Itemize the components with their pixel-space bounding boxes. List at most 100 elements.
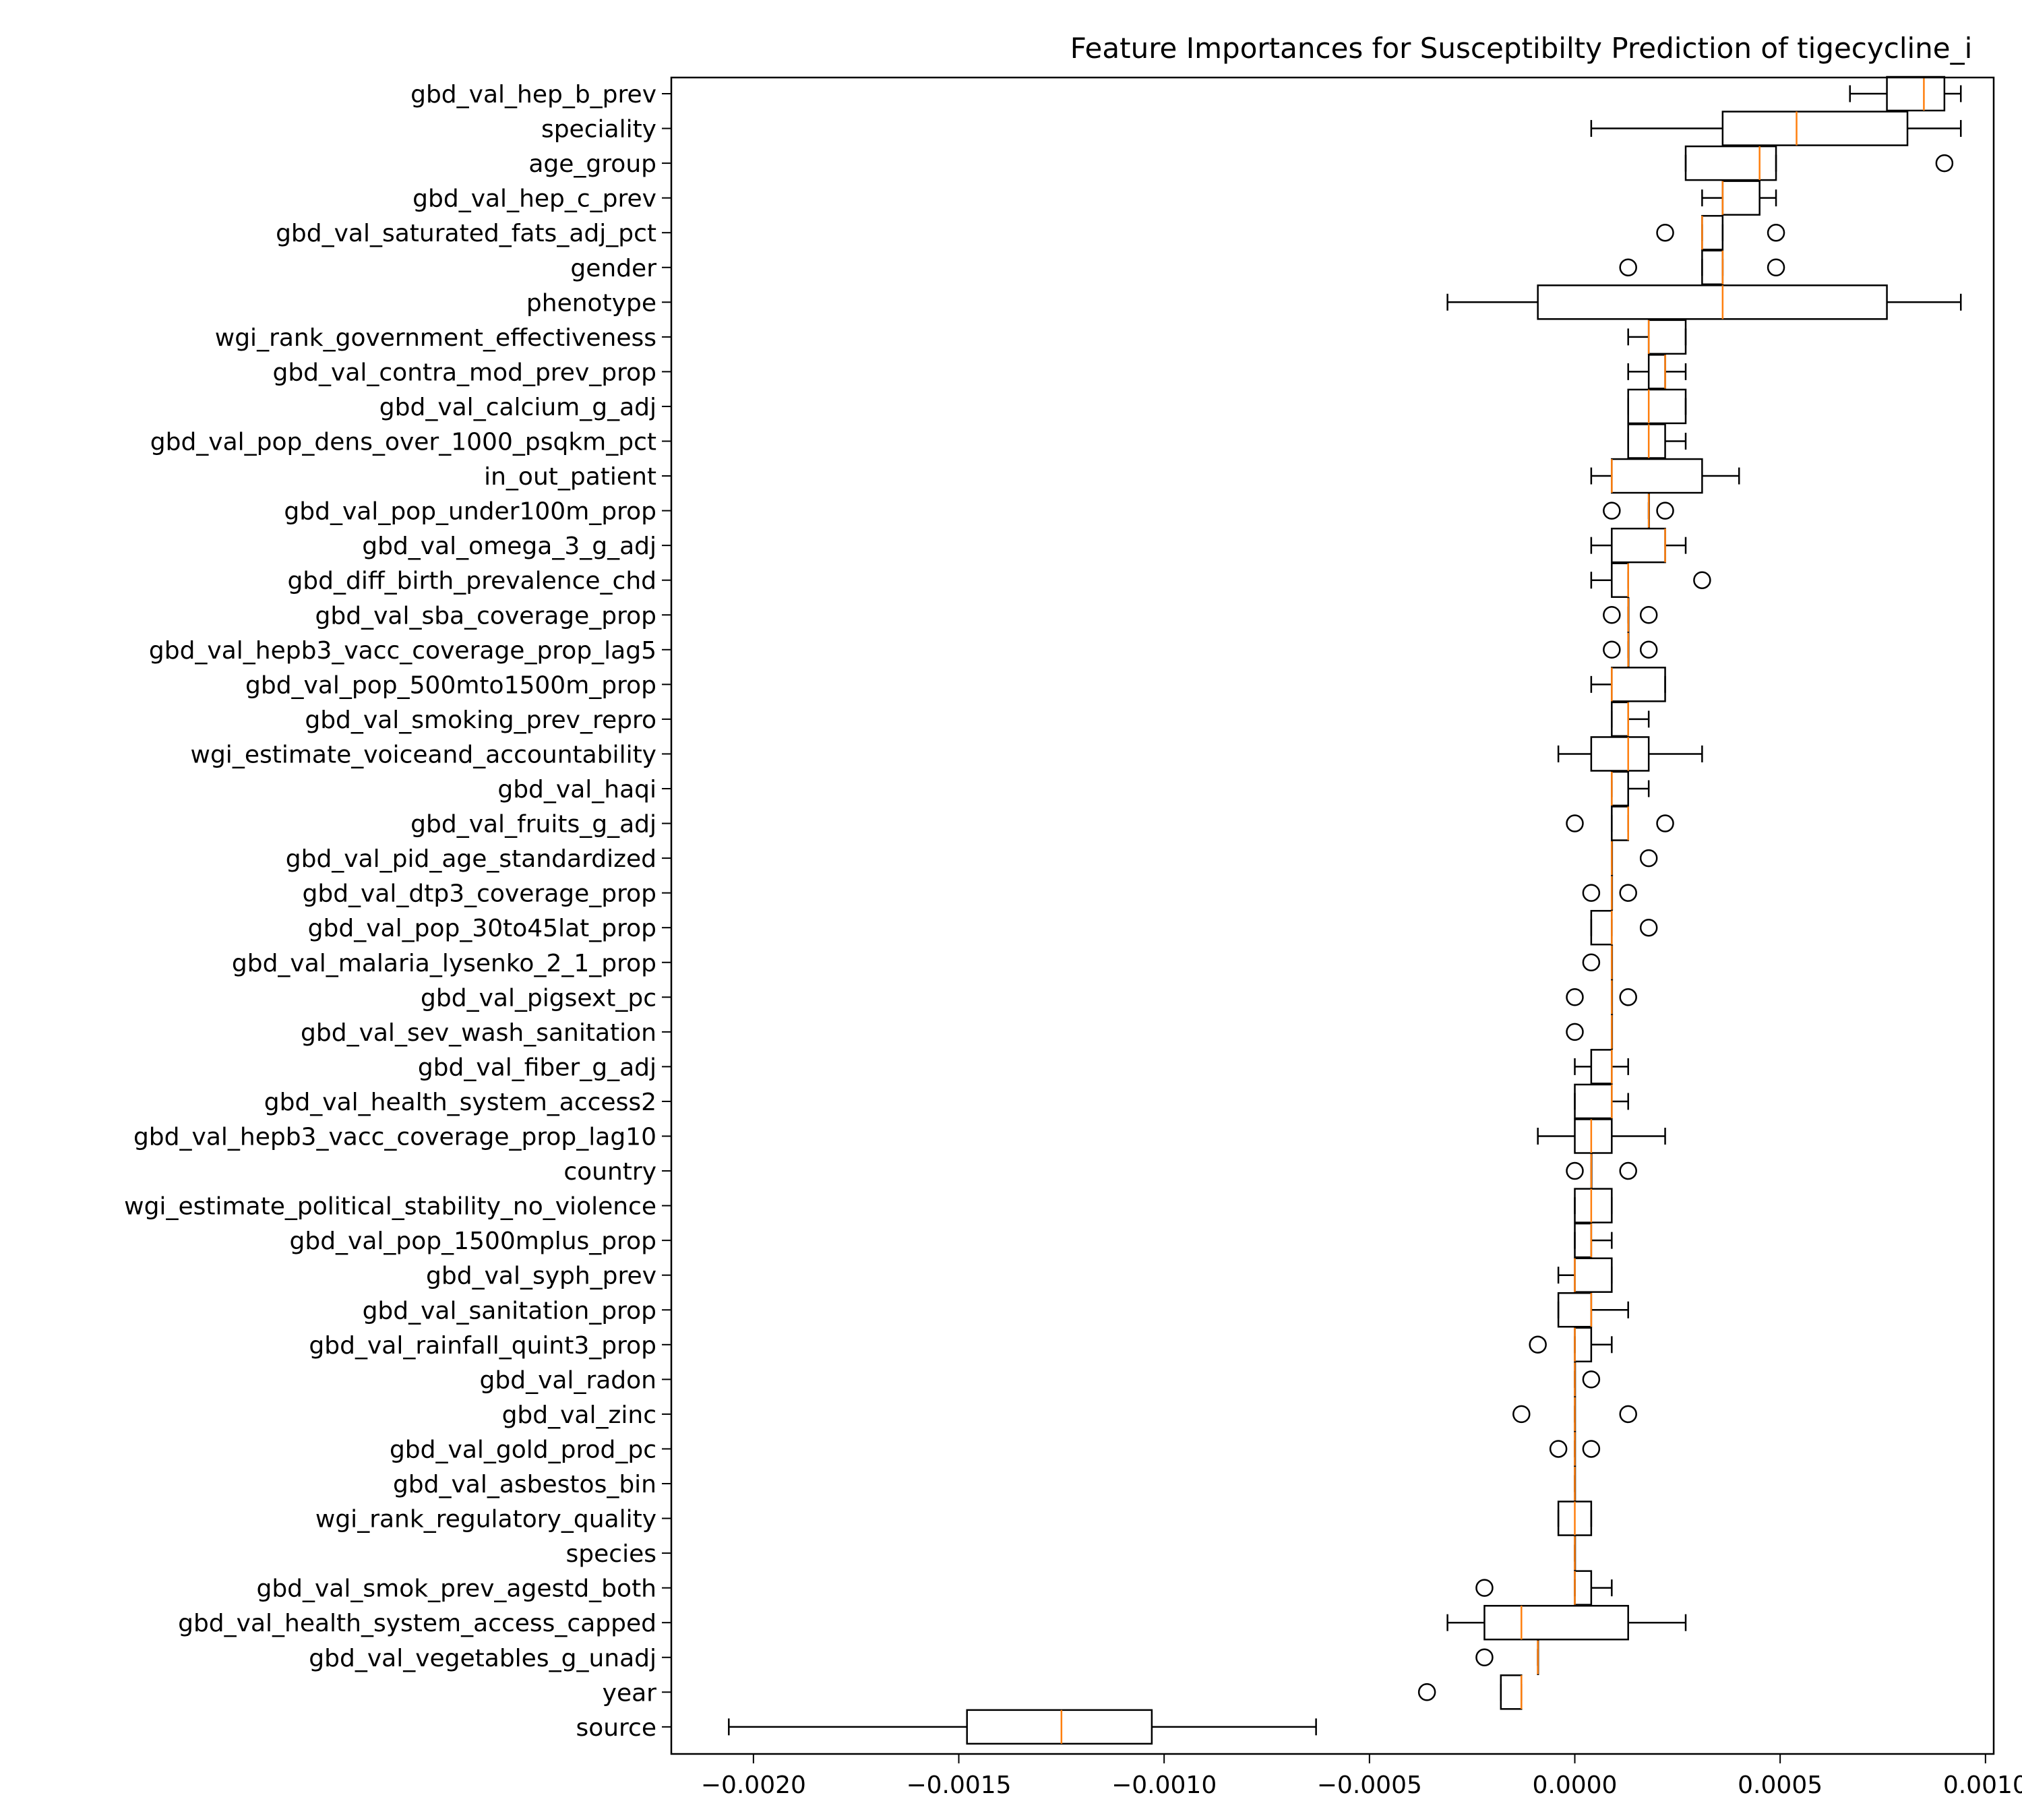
y-tick-label: gbd_val_zinc bbox=[502, 1401, 656, 1429]
y-tick-label: gbd_val_vegetables_g_unadj bbox=[309, 1645, 656, 1672]
outlier-point bbox=[1619, 258, 1637, 276]
iqr-box bbox=[1574, 1188, 1613, 1223]
y-tick-label: gbd_val_calcium_g_adj bbox=[379, 394, 656, 421]
outlier-point bbox=[1566, 1161, 1584, 1180]
box-age-group bbox=[1684, 145, 1954, 181]
x-tick-label: 0.0000 bbox=[1533, 1771, 1618, 1799]
y-tick-label: gbd_val_malaria_lysenko_2_1_prop bbox=[232, 950, 656, 977]
box-gbd-val-fiber-g-adj bbox=[1574, 1049, 1629, 1085]
y-tick-label: gbd_val_pop_30to45lat_prop bbox=[308, 915, 656, 942]
outlier-point bbox=[1417, 1683, 1436, 1701]
outlier-point bbox=[1603, 606, 1621, 624]
x-tick-label: −0.0020 bbox=[701, 1771, 806, 1799]
outlier-point bbox=[1475, 1648, 1494, 1666]
box-gender bbox=[1619, 249, 1785, 285]
outlier-point bbox=[1639, 606, 1658, 624]
y-tick-label: gbd_val_fruits_g_adj bbox=[410, 811, 656, 839]
outlier-point bbox=[1582, 1440, 1601, 1458]
y-tick-label: gbd_val_omega_3_g_adj bbox=[362, 533, 656, 560]
y-tick-label: gbd_val_rainfall_quint3_prop bbox=[309, 1332, 656, 1360]
outlier-point bbox=[1582, 953, 1601, 971]
y-tick-label: gbd_val_smoking_prev_repro bbox=[305, 706, 656, 734]
outlier-point bbox=[1619, 988, 1637, 1006]
y-tick-label: gbd_val_smok_prev_agestd_both bbox=[256, 1575, 656, 1603]
y-tick-label: wgi_rank_regulatory_quality bbox=[315, 1506, 656, 1534]
y-tick-label: gbd_val_pop_500mto1500m_prop bbox=[245, 671, 656, 699]
outlier-point bbox=[1639, 918, 1658, 937]
box-gbd-val-haqi bbox=[1611, 770, 1650, 807]
y-tick-label: wgi_estimate_voiceand_accountability bbox=[191, 741, 656, 768]
box-gbd-val-syph-prev bbox=[1557, 1257, 1613, 1293]
box-phenotype bbox=[1446, 284, 1962, 320]
box-gbd-val-pop-dens-over-1000-psqkm-pct bbox=[1627, 423, 1687, 459]
box-gbd-val-vegetables-g-unadj bbox=[1475, 1639, 1539, 1675]
box-gbd-diff-birth-prevalence-chd bbox=[1590, 562, 1711, 598]
box-source bbox=[728, 1709, 1317, 1745]
iqr-box bbox=[1684, 145, 1777, 181]
box-gbd-val-pigsext-pc bbox=[1566, 979, 1637, 1015]
y-tick-label: gbd_val_hepb3_vacc_coverage_prop_lag5 bbox=[149, 637, 656, 665]
plot-frame bbox=[670, 76, 1995, 1755]
outlier-point bbox=[1549, 1440, 1568, 1458]
outlier-point bbox=[1566, 814, 1584, 832]
y-tick-label: country bbox=[563, 1158, 656, 1186]
y-tick-label: age_group bbox=[528, 150, 656, 178]
y-tick-label: gbd_val_fiber_g_adj bbox=[418, 1054, 656, 1081]
y-tick-label: gbd_val_syph_prev bbox=[426, 1263, 656, 1290]
box-gbd-val-hepb3-vacc-coverage-prop-lag5 bbox=[1603, 632, 1658, 668]
x-tick-label: −0.0015 bbox=[906, 1771, 1011, 1799]
box-gbd-val-pop-30to45lat-prop bbox=[1590, 909, 1658, 946]
outlier-point bbox=[1603, 640, 1621, 659]
box-gbd-val-fruits-g-adj bbox=[1566, 806, 1674, 841]
box-wgi-rank-regulatory-quality bbox=[1557, 1500, 1593, 1536]
y-tick-label: phenotype bbox=[526, 289, 656, 317]
box-gbd-val-gold-prod-pc bbox=[1549, 1431, 1601, 1467]
y-tick-label: gbd_val_haqi bbox=[497, 776, 656, 803]
iqr-box bbox=[1590, 736, 1650, 772]
y-tick-label: gbd_val_radon bbox=[480, 1366, 656, 1394]
outlier-point bbox=[1767, 223, 1785, 242]
box-gbd-val-hep-c-prev bbox=[1701, 180, 1777, 216]
iqr-box bbox=[1627, 423, 1666, 459]
y-tick-label: gbd_val_gold_prod_pc bbox=[390, 1436, 656, 1463]
box-in-out-patient bbox=[1590, 458, 1740, 494]
outlier-point bbox=[1566, 1023, 1584, 1041]
outlier-point bbox=[1639, 640, 1658, 659]
y-tick-label: in_out_patient bbox=[484, 463, 656, 491]
y-tick-label: gbd_val_sanitation_prop bbox=[363, 1297, 656, 1325]
box-wgi-estimate-voiceand-accountability bbox=[1557, 736, 1703, 772]
box-gbd-val-dtp3-coverage-prop bbox=[1582, 875, 1637, 911]
y-tick-label: gbd_val_pop_dens_over_1000_psqkm_pct bbox=[150, 429, 656, 456]
y-tick-label: year bbox=[603, 1679, 657, 1707]
x-tick-label: 0.0005 bbox=[1738, 1771, 1822, 1799]
y-tick-label: gbd_val_hep_c_prev bbox=[412, 185, 656, 213]
outlier-point bbox=[1656, 502, 1674, 520]
box-gbd-val-health-system-access-capped bbox=[1446, 1604, 1687, 1641]
y-tick-label: gender bbox=[570, 255, 656, 282]
y-tick-label: gbd_val_saturated_fats_adj_pct bbox=[276, 220, 656, 247]
box-speciality bbox=[1590, 111, 1962, 146]
outlier-point bbox=[1935, 154, 1954, 173]
outlier-point bbox=[1639, 849, 1658, 868]
box-gbd-val-sev-wash-sanitation bbox=[1566, 1014, 1614, 1050]
y-tick-label: speciality bbox=[541, 116, 656, 144]
iqr-box bbox=[1537, 284, 1888, 320]
iqr-box bbox=[966, 1709, 1153, 1745]
outlier-point bbox=[1582, 884, 1601, 902]
iqr-box bbox=[1574, 1118, 1613, 1154]
box-gbd-val-zinc bbox=[1512, 1396, 1637, 1432]
box-gbd-val-hepb3-vacc-coverage-prop-lag10 bbox=[1537, 1118, 1666, 1154]
outlier-point bbox=[1767, 258, 1785, 276]
iqr-box bbox=[1627, 388, 1687, 425]
y-tick-label: gbd_diff_birth_prevalence_chd bbox=[287, 568, 656, 595]
y-tick-label: gbd_val_pid_age_standardized bbox=[286, 845, 656, 873]
box-year bbox=[1417, 1674, 1523, 1710]
outlier-point bbox=[1512, 1405, 1531, 1424]
box-gbd-val-radon bbox=[1574, 1362, 1601, 1397]
outlier-point bbox=[1475, 1579, 1494, 1597]
box-gbd-val-saturated-fats-adj-pct bbox=[1656, 214, 1785, 251]
y-tick-label: gbd_val_hepb3_vacc_coverage_prop_lag10 bbox=[133, 1124, 656, 1151]
box-gbd-val-malaria-lysenko-2-1-prop bbox=[1582, 944, 1614, 980]
x-tick-label: −0.0010 bbox=[1111, 1771, 1217, 1799]
